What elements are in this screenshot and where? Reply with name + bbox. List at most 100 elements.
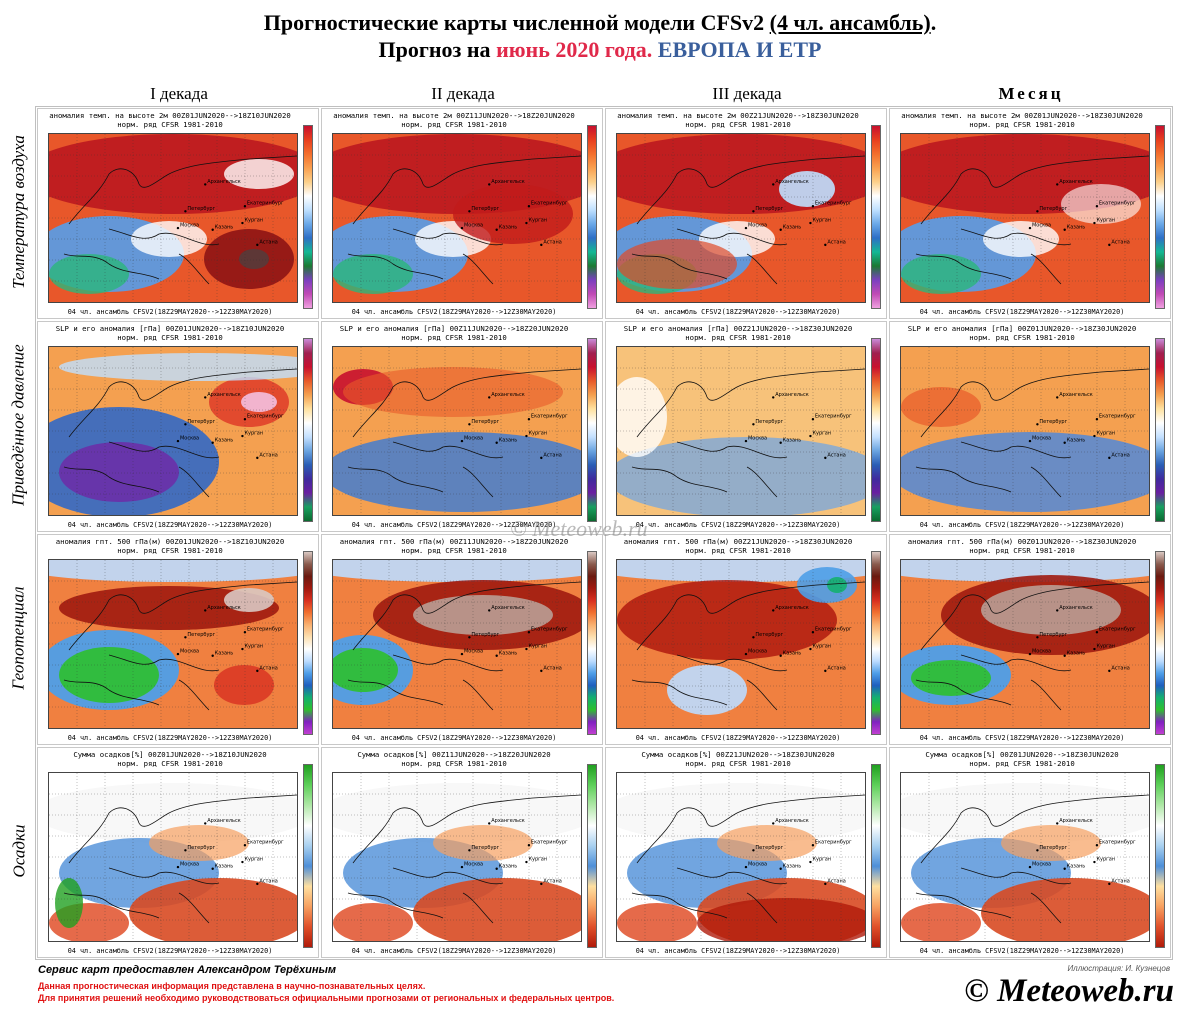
- forecast-map-grid: аномалия темп. на высоте 2м 00Z01JUN2020…: [35, 106, 1173, 960]
- forecast-map: Петербург Москва Казань Курган Екатеринбург А…: [900, 772, 1150, 942]
- panel-norm-line: норм. ряд CFSR 1981-2010: [401, 120, 507, 129]
- city-label: Екатеринбург: [815, 201, 852, 207]
- city-marker: [241, 434, 244, 438]
- city-marker: [744, 865, 748, 869]
- city-marker: [1063, 654, 1066, 657]
- city-label: Архангельск: [1059, 179, 1093, 185]
- anomaly-area: [343, 367, 563, 417]
- panel-title-line: SLP и его аномалия [гПа] 00Z01JUN2020-->…: [907, 324, 1137, 333]
- city-marker: [243, 418, 247, 421]
- map-panel-geopotential-4: аномалия гпт. 500 гПа(м) 00Z01JUN2020-->…: [889, 534, 1171, 745]
- panel-footer: 04 чл. ансамбль CFSV2(18Z29MAY2020-->12Z…: [67, 734, 273, 742]
- city-label: Петербург: [187, 632, 215, 638]
- map-panel-precip-4: Сумма осадков[%] 00Z01JUN2020-->18Z30JUN…: [889, 747, 1171, 958]
- city-label: Архангельск: [491, 179, 525, 185]
- anomaly-area: [901, 432, 1149, 512]
- city-label: Курган: [1096, 644, 1115, 650]
- anomaly-area: [1061, 184, 1141, 224]
- city-marker: [525, 860, 528, 864]
- anomaly-area: [59, 353, 297, 381]
- city-marker: [241, 860, 244, 864]
- ensemble-label: (4 чл. ансамбль): [769, 10, 931, 35]
- coastline: [631, 155, 865, 285]
- panel-footer: 04 чл. ансамбль CFSV2(18Z29MAY2020-->12Z…: [67, 308, 273, 316]
- anomaly-area: [413, 878, 581, 941]
- city-label: Астана: [543, 878, 561, 884]
- illustration-credit: Иллюстрация: И. Кузнецов: [1067, 964, 1170, 973]
- anomaly-area: [129, 878, 297, 941]
- coastline: [915, 368, 1149, 498]
- city-label: Екатеринбург: [247, 201, 284, 207]
- city-label: Петербург: [1039, 206, 1067, 212]
- anomaly-area: [617, 580, 837, 660]
- city-label: Москва: [464, 223, 483, 229]
- colorbar: [587, 338, 597, 522]
- anomaly-area: [239, 249, 269, 269]
- forecast-map: Петербург Москва Казань Курган Екатеринбург А…: [616, 133, 866, 303]
- city-label: Астана: [1111, 452, 1129, 458]
- city-marker: [752, 849, 755, 852]
- anomaly-area: [433, 825, 533, 861]
- city-label: Казань: [215, 863, 234, 869]
- city-marker: [495, 654, 498, 657]
- city-label: Петербург: [1039, 419, 1067, 425]
- anomaly-area: [981, 878, 1149, 941]
- city-label: Петербург: [755, 206, 783, 212]
- colorbar: [1155, 125, 1165, 309]
- city-label: Курган: [244, 218, 263, 224]
- city-marker: [204, 822, 207, 825]
- city-label: Архангельск: [1059, 605, 1093, 611]
- city-marker: [495, 228, 498, 231]
- panel-norm-line: норм. ряд CFSR 1981-2010: [685, 120, 791, 129]
- city-label: Екатеринбург: [1099, 627, 1136, 633]
- city-marker: [772, 822, 775, 825]
- panel-footer: 04 чл. ансамбль CFSV2(18Z29MAY2020-->12Z…: [635, 734, 841, 742]
- anomaly-area: [49, 134, 297, 214]
- city-label: Москва: [180, 649, 199, 655]
- city-label: Петербург: [187, 845, 215, 851]
- panel-norm-line: норм. ряд CFSR 1981-2010: [401, 759, 507, 768]
- city-marker: [1108, 669, 1111, 673]
- city-marker: [1036, 849, 1039, 852]
- city-marker: [241, 647, 244, 651]
- anomaly-area: [667, 665, 747, 715]
- anomaly-area: [617, 783, 865, 843]
- map-panel-pressure-3: SLP и его аномалия [гПа] 00Z21JUN2020-->…: [605, 321, 887, 532]
- city-marker: [1036, 636, 1039, 639]
- disclaimer-line-1: Данная прогностическая информация предст…: [38, 981, 426, 991]
- forecast-map: Петербург Москва Казань Курган Екатеринбург А…: [332, 346, 582, 516]
- city-label: Астана: [827, 665, 845, 671]
- city-marker: [824, 243, 827, 247]
- panel-footer: 04 чл. ансамбль CFSV2(18Z29MAY2020-->12Z…: [351, 308, 557, 316]
- colorbar: [871, 764, 881, 948]
- panel-title: аномалия темп. на высоте 2м 00Z21JUN2020…: [612, 111, 864, 129]
- city-label: Астана: [827, 878, 845, 884]
- anomaly-area: [617, 437, 865, 515]
- city-marker: [744, 226, 748, 230]
- city-marker: [540, 243, 543, 247]
- city-label: Москва: [464, 649, 483, 655]
- forecast-map: Петербург Москва Казань Курган Екатеринбург А…: [616, 346, 866, 516]
- city-label: Москва: [748, 649, 767, 655]
- panel-footer: 04 чл. ансамбль CFSV2(18Z29MAY2020-->12Z…: [635, 947, 841, 955]
- row-header-pressure: Приведённое давление: [9, 344, 28, 506]
- panel-title: SLP и его аномалия [гПа] 00Z21JUN2020-->…: [612, 324, 864, 342]
- row-header-geopotential: Геопотенциал: [9, 586, 28, 690]
- main-title-line1: Прогностические карты численной модели C…: [263, 10, 937, 35]
- anomaly-area: [49, 783, 297, 843]
- map-panel-pressure-2: SLP и его аномалия [гПа] 00Z11JUN2020-->…: [321, 321, 603, 532]
- anomaly-area: [59, 442, 179, 502]
- city-label: Екатеринбург: [815, 414, 852, 420]
- city-marker: [1093, 221, 1096, 225]
- disclaimer-line-2: Для принятия решений необходимо руководс…: [38, 993, 615, 1003]
- anomaly-area: [59, 586, 279, 630]
- city-label: Екатеринбург: [1099, 414, 1136, 420]
- city-marker: [527, 844, 531, 847]
- city-marker: [488, 822, 491, 825]
- city-label: Курган: [244, 644, 263, 650]
- anomaly-area: [55, 878, 83, 928]
- city-label: Архангельск: [491, 605, 525, 611]
- city-marker: [243, 205, 247, 208]
- colorbar: [1155, 551, 1165, 735]
- anomaly-area: [333, 560, 581, 582]
